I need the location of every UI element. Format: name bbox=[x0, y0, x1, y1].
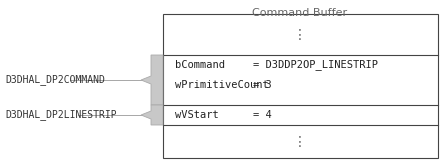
Text: Command Buffer: Command Buffer bbox=[252, 8, 347, 18]
Text: ⋮: ⋮ bbox=[293, 135, 307, 149]
Text: bCommand: bCommand bbox=[175, 60, 225, 70]
Text: = 3: = 3 bbox=[253, 80, 272, 90]
Text: ⋮: ⋮ bbox=[293, 28, 307, 42]
Text: = 4: = 4 bbox=[253, 110, 272, 120]
Text: D3DHAL_DP2LINESTRIP: D3DHAL_DP2LINESTRIP bbox=[5, 110, 116, 121]
Text: wVStart: wVStart bbox=[175, 110, 219, 120]
Polygon shape bbox=[141, 55, 163, 105]
Text: D3DHAL_DP2COMMAND: D3DHAL_DP2COMMAND bbox=[5, 75, 105, 85]
Polygon shape bbox=[141, 105, 163, 125]
Text: = D3DDP2OP_LINESTRIP: = D3DDP2OP_LINESTRIP bbox=[253, 60, 378, 70]
Text: wPrimitiveCount: wPrimitiveCount bbox=[175, 80, 269, 90]
